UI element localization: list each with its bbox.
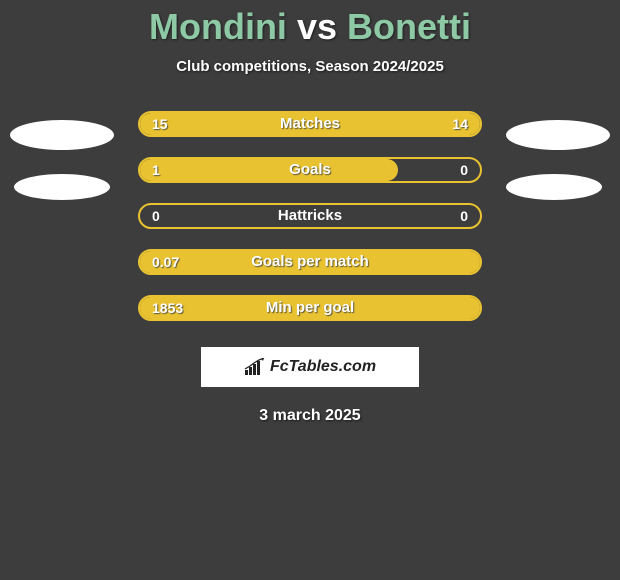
avatar-placeholder bbox=[506, 174, 602, 200]
stat-bar: Goals1 0 bbox=[138, 157, 482, 183]
subtitle: Club competitions, Season 2024/2025 bbox=[0, 58, 620, 75]
bar-label: Hattricks bbox=[140, 205, 480, 227]
stat-bar: Matches15 14 bbox=[138, 111, 482, 137]
vs-text: vs bbox=[297, 6, 337, 47]
avatar-placeholder bbox=[14, 174, 110, 200]
bar-label: Goals per match bbox=[140, 251, 480, 273]
avatar-placeholder bbox=[506, 120, 610, 150]
bar-value-left: 0.07 bbox=[152, 251, 179, 273]
footer-date: 3 march 2025 bbox=[0, 407, 620, 425]
bar-label: Min per goal bbox=[140, 297, 480, 319]
logo-text: FcTables.com bbox=[270, 358, 376, 376]
bar-value-left: 1853 bbox=[152, 297, 183, 319]
bar-label: Matches bbox=[140, 113, 480, 135]
comparison-title: Mondini vs Bonetti bbox=[0, 0, 620, 48]
player2-name: Bonetti bbox=[347, 6, 471, 47]
player1-name: Mondini bbox=[149, 6, 287, 47]
bar-value-left: 0 bbox=[152, 205, 160, 227]
logo-box: FcTables.com bbox=[201, 347, 419, 387]
stat-bar: Hattricks0 0 bbox=[138, 203, 482, 229]
bar-value-right: 14 bbox=[452, 113, 468, 135]
player1-avatar bbox=[10, 120, 114, 200]
logo-chart-icon bbox=[244, 358, 266, 376]
bar-value-right: 0 bbox=[460, 159, 468, 181]
avatar-placeholder bbox=[10, 120, 114, 150]
stat-bar: Min per goal1853 bbox=[138, 295, 482, 321]
stat-bar: Goals per match0.07 bbox=[138, 249, 482, 275]
player2-avatar bbox=[506, 120, 610, 200]
bar-label: Goals bbox=[140, 159, 480, 181]
stats-bars: Matches1514Goals10Hattricks00Goals per m… bbox=[138, 111, 482, 321]
bar-value-right: 0 bbox=[460, 205, 468, 227]
bar-value-left: 15 bbox=[152, 113, 168, 135]
bar-value-left: 1 bbox=[152, 159, 160, 181]
